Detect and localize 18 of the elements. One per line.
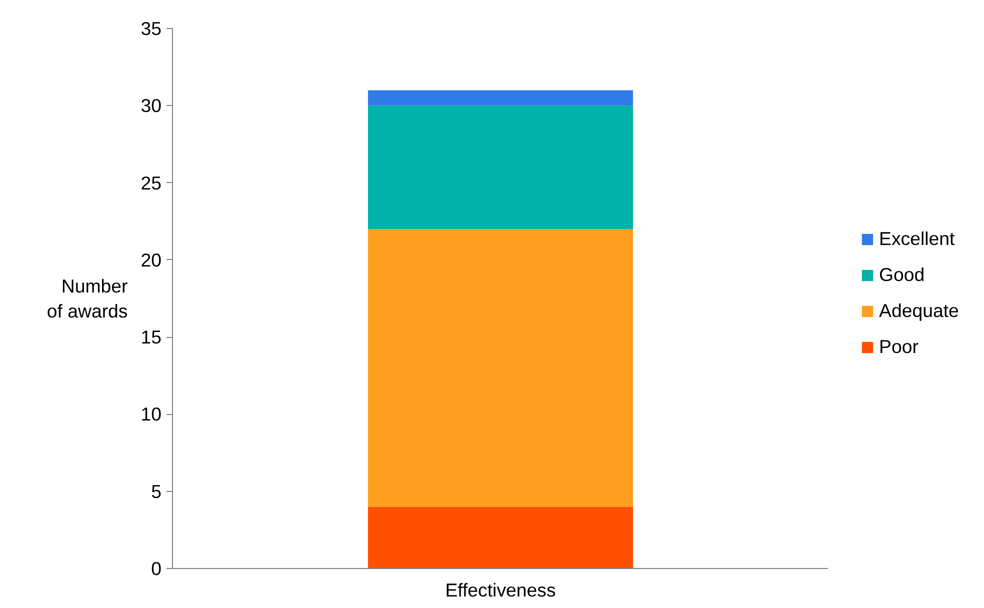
bar <box>368 90 634 106</box>
y-tick-label: 20 <box>140 249 162 270</box>
y-tick-label: 5 <box>151 480 162 502</box>
y-tick-label: 15 <box>140 326 162 348</box>
y-tick-label: 25 <box>140 172 162 194</box>
y-tick-label: 0 <box>151 558 162 579</box>
legend-label: Excellent <box>879 228 955 250</box>
legend-label: Adequate <box>879 300 959 322</box>
y-tick-label: 10 <box>140 404 162 425</box>
bar <box>368 506 634 568</box>
y-tick-label: 35 <box>140 18 162 39</box>
bar <box>368 106 634 230</box>
legend-label: Good <box>879 264 925 286</box>
bar <box>368 229 634 507</box>
y-tick-label: 30 <box>140 95 162 116</box>
y-axis-title: Number of awards <box>46 275 128 322</box>
legend-label: Poor <box>879 336 918 358</box>
x-tick-label: Effectiveness <box>445 580 556 600</box>
